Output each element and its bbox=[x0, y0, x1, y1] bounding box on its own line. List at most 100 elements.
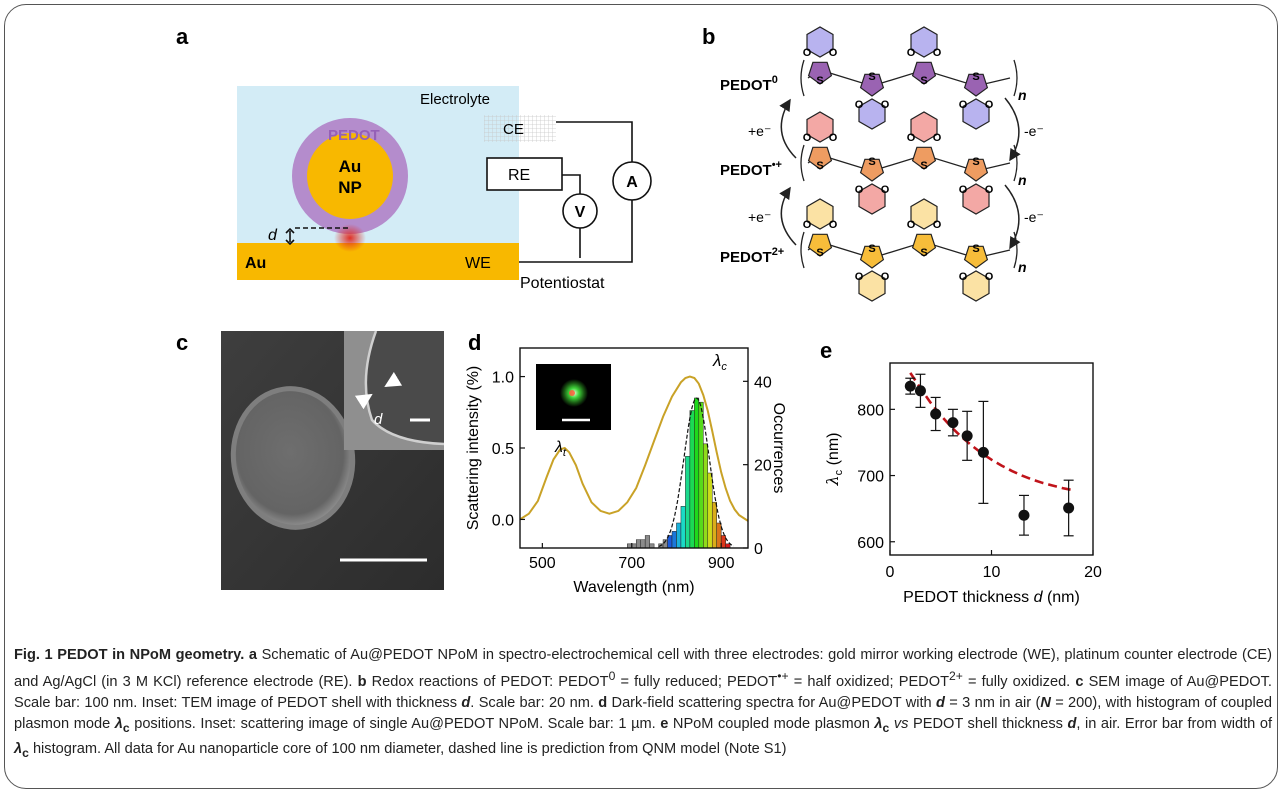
pedot-label: PEDOT bbox=[328, 127, 380, 144]
electrolyte-label: Electrolyte bbox=[420, 91, 490, 108]
au-mirror-label: Au bbox=[245, 255, 266, 272]
panel-c-letter: c bbox=[176, 330, 188, 355]
histogram-bar bbox=[711, 501, 717, 549]
y-axis-label: λc (nm) bbox=[823, 433, 845, 487]
oxygen-atom: O bbox=[907, 47, 916, 59]
x-tick-label: 10 bbox=[983, 564, 1001, 581]
spectrum-chart: 500 700 900 0.0 0.5 1.0 0 20 40 Wavelength (nm) Sc… bbox=[465, 347, 787, 596]
oxygen-atom: O bbox=[985, 184, 994, 196]
histogram-bar bbox=[640, 539, 646, 549]
oxygen-atom: O bbox=[881, 99, 890, 111]
dioxane-ring bbox=[910, 198, 938, 230]
dioxane-ring bbox=[858, 98, 886, 130]
ammeter bbox=[612, 161, 652, 201]
histogram-bar bbox=[680, 506, 686, 549]
data-point bbox=[914, 385, 926, 397]
sulfur-atom: S bbox=[920, 247, 927, 259]
reduction-arrow-2 bbox=[779, 186, 797, 246]
potentiostat-label: Potentiostat bbox=[520, 275, 605, 292]
sulfur-atom: S bbox=[972, 71, 979, 83]
x-tick-label: 700 bbox=[618, 555, 645, 572]
pedot0-label: PEDOT0 bbox=[720, 74, 778, 94]
voltmeter bbox=[562, 193, 598, 229]
figure: a Electrolyte Au WE PEDOT Au NP d CE RE … bbox=[176, 24, 1102, 606]
oxygen-atom: O bbox=[803, 219, 812, 231]
data-point bbox=[904, 380, 916, 392]
sulfur-atom: S bbox=[920, 160, 927, 172]
bracket-left bbox=[800, 59, 805, 97]
histogram-bar bbox=[676, 522, 682, 549]
oxygen-atom: O bbox=[829, 47, 838, 59]
dioxane-ring bbox=[962, 183, 990, 215]
reduction-arrow-1 bbox=[779, 98, 797, 159]
thiophene-ring bbox=[859, 158, 885, 182]
y-tick-label: 0.0 bbox=[492, 512, 514, 529]
histogram-bar bbox=[635, 539, 641, 549]
reduction-label-2: +e⁻ bbox=[748, 209, 771, 225]
np-label-2: NP bbox=[338, 178, 362, 197]
data-point bbox=[930, 408, 942, 420]
reference-electrode bbox=[486, 157, 563, 191]
re-label: RE bbox=[508, 167, 530, 184]
oxygen-atom: O bbox=[855, 99, 864, 111]
thiophene-ring bbox=[911, 233, 937, 257]
oxygen-atom: O bbox=[907, 132, 916, 144]
plasmon-hotspot bbox=[334, 224, 366, 252]
y-tick-label: 800 bbox=[857, 402, 884, 419]
thiophene-ring bbox=[911, 146, 937, 170]
dioxane-ring bbox=[910, 26, 938, 58]
au-nanoparticle bbox=[307, 133, 393, 219]
ammeter-label: A bbox=[626, 174, 638, 191]
y-tick-label: 600 bbox=[857, 535, 884, 552]
dioxane-ring bbox=[858, 270, 886, 302]
lambda-c-label: λc bbox=[712, 351, 727, 373]
gap-arrow bbox=[285, 227, 295, 246]
panel-e-letter: e bbox=[820, 338, 832, 363]
thickness-chart: 0 10 20 600 700 800 PEDOT thickness d (nm) λc (… bbox=[823, 362, 1102, 606]
oxidation-label-2: -e⁻ bbox=[1024, 209, 1044, 225]
panel-c: c d bbox=[176, 330, 445, 590]
thiophene-ring bbox=[911, 61, 937, 85]
qnm-model-line bbox=[909, 372, 1073, 492]
oxygen-atom: O bbox=[881, 271, 890, 283]
np-label-1: Au bbox=[339, 157, 362, 176]
oxygen-atom: O bbox=[803, 47, 812, 59]
bracket-right bbox=[1013, 59, 1018, 97]
lambda-t-label: λt bbox=[554, 439, 567, 459]
histogram-bar bbox=[716, 522, 722, 549]
voltmeter-label: V bbox=[575, 204, 586, 221]
sem-nanoparticle bbox=[235, 391, 351, 525]
sulfur-atom: S bbox=[868, 71, 875, 83]
histogram-bar bbox=[703, 443, 709, 549]
oxygen-atom: O bbox=[855, 271, 864, 283]
repeat-n: n bbox=[1018, 87, 1027, 103]
thiophene-ring bbox=[859, 245, 885, 269]
data-point bbox=[1063, 502, 1075, 514]
histogram-bar bbox=[707, 472, 713, 549]
panel-a-letter: a bbox=[176, 24, 189, 49]
repeat-n: n bbox=[1018, 172, 1027, 188]
dioxane-ring bbox=[910, 111, 938, 143]
data-point bbox=[947, 417, 959, 429]
thiophene-ring bbox=[807, 61, 833, 85]
y2-tick-label: 40 bbox=[754, 374, 772, 391]
y-tick-label: 700 bbox=[857, 469, 884, 486]
oxygen-atom: O bbox=[933, 219, 942, 231]
histogram-bar bbox=[698, 401, 704, 549]
bracket-left bbox=[800, 144, 805, 182]
dioxane-ring bbox=[806, 198, 834, 230]
sulfur-atom: S bbox=[920, 75, 927, 87]
figure-caption: Fig. 1 PEDOT in NPoM geometry. a Schemat… bbox=[14, 647, 1273, 760]
data-point bbox=[961, 430, 973, 442]
x-tick-label: 500 bbox=[529, 555, 556, 572]
oxygen-atom: O bbox=[959, 271, 968, 283]
dioxane-ring bbox=[806, 111, 834, 143]
gap-d-label: d bbox=[268, 227, 278, 244]
ce-label: CE bbox=[503, 121, 524, 138]
panel-e: e 0 10 20 600 700 800 PEDOT thickness d (nm) λc… bbox=[820, 338, 1102, 606]
data-point bbox=[1018, 509, 1030, 521]
oxygen-atom: O bbox=[985, 271, 994, 283]
oxygen-atom: O bbox=[933, 47, 942, 59]
histogram-bar bbox=[694, 397, 700, 549]
pedot-polaron-label: PEDOT•+ bbox=[720, 159, 782, 179]
